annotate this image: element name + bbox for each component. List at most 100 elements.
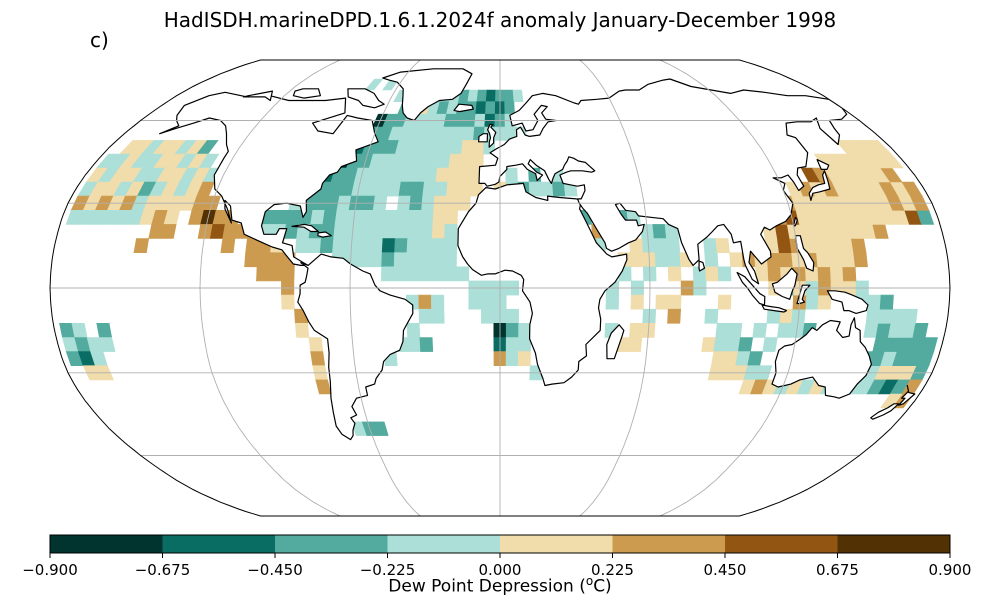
anomaly-cell (480, 308, 495, 324)
colorbar-swatch (837, 535, 951, 553)
anomaly-cell (418, 308, 433, 324)
anomaly-cell (394, 238, 408, 253)
anomaly-cell (655, 294, 669, 310)
map-outline (49, 59, 951, 517)
anomaly-cell (462, 126, 475, 141)
colorbar-boxes (50, 535, 951, 553)
land-polygon (816, 159, 830, 170)
anomaly-cell (381, 238, 396, 253)
anomaly-cell (667, 266, 682, 282)
anomaly-cell (713, 337, 729, 352)
anomaly-cell (412, 167, 427, 183)
anomaly-cell (381, 252, 395, 268)
anomaly-cell (419, 337, 434, 352)
anomaly-cell (431, 308, 445, 324)
anomaly-cell (382, 224, 397, 239)
anomaly-cell (406, 238, 421, 253)
anomaly-cell (704, 308, 719, 324)
anomaly-cell (368, 252, 383, 268)
anomaly-cell (386, 181, 402, 197)
anomaly-cell (701, 337, 717, 352)
anomaly-cell (406, 323, 421, 338)
land-polygon (292, 88, 321, 99)
anomaly-cell (256, 266, 270, 282)
anomaly-cell (422, 181, 437, 197)
land-polygon (478, 78, 848, 285)
anomaly-cell (762, 337, 778, 352)
anomaly-cell (372, 421, 389, 436)
anomaly-cell (505, 337, 519, 352)
land-polygon (317, 231, 332, 238)
anomaly-cell (627, 337, 643, 352)
anomaly-cell (356, 238, 371, 253)
anomaly-cell (430, 294, 445, 310)
anomaly-cell (371, 210, 386, 225)
anomaly-cell (395, 210, 410, 225)
anomaly-cell (890, 308, 906, 324)
land-polygon (347, 88, 385, 109)
anomaly-cell (437, 153, 451, 169)
colorbar-swatch (162, 535, 276, 553)
anomaly-cell (902, 308, 918, 324)
anomaly-cell (383, 210, 398, 225)
anomaly-cell (552, 181, 566, 197)
anomaly-cell (308, 337, 324, 352)
anomaly-cell (405, 266, 420, 282)
anomaly-cell (667, 308, 682, 324)
anomaly-cell (359, 210, 374, 225)
anomaly-cell (443, 266, 457, 282)
land-polygon (453, 103, 474, 113)
anomaly-cell (467, 89, 479, 102)
anomaly-cell (407, 337, 421, 352)
anomaly-cell (423, 167, 438, 183)
land-polygon (826, 290, 869, 314)
anomaly-cell (503, 89, 515, 102)
anomaly-cell (407, 224, 421, 239)
anomaly-cell (281, 294, 295, 310)
anomaly-cell (307, 238, 322, 253)
colorbar-swatch (612, 535, 726, 553)
anomaly-cell (322, 210, 338, 225)
anomaly-cell (450, 140, 464, 155)
anomaly-cell (294, 238, 310, 253)
land-polygon (478, 133, 489, 143)
anomaly-cell (310, 210, 326, 225)
anomaly-cell (528, 181, 542, 197)
anomaly-cell (817, 294, 832, 310)
anomaly-cell (704, 252, 719, 268)
anomaly-cell (448, 153, 462, 169)
anomaly-cell (446, 181, 460, 197)
anomaly-cell (458, 167, 472, 183)
land-polygon (761, 304, 788, 313)
anomaly-cell (725, 337, 741, 352)
anomaly-cell (853, 252, 868, 268)
chart-title: HadISDH.marineDPD.1.6.1.2024f anomaly Ja… (163, 8, 837, 32)
anomaly-cell (866, 140, 893, 155)
anomaly-cell (443, 252, 457, 268)
land-polygon (771, 267, 798, 300)
anomaly-cell (394, 224, 409, 239)
anomaly-cell (410, 181, 425, 197)
anomaly-cell (458, 181, 472, 197)
land-polygon (698, 260, 706, 272)
anomaly-cell (472, 140, 485, 155)
anomaly-cell (443, 238, 458, 253)
anomaly-cell (817, 266, 832, 282)
colorbar-swatch (50, 535, 163, 553)
anomaly-cell (268, 266, 283, 282)
anomaly-cell (431, 238, 445, 253)
anomaly-cell (776, 323, 792, 338)
anomaly-cell (504, 101, 515, 115)
anomaly-cell (451, 126, 465, 141)
anomaly-cell (393, 266, 407, 282)
anomaly-cell (737, 337, 754, 352)
land-polygon (297, 253, 414, 441)
anomaly-cell (455, 266, 470, 282)
anomaly-cell (364, 78, 384, 91)
anomaly-cell (459, 153, 473, 169)
anomaly-cell (715, 238, 730, 253)
anomaly-cell (813, 238, 830, 253)
anomaly-cell (430, 266, 445, 282)
anomaly-cell (828, 252, 844, 268)
anomaly-cell (269, 252, 284, 268)
